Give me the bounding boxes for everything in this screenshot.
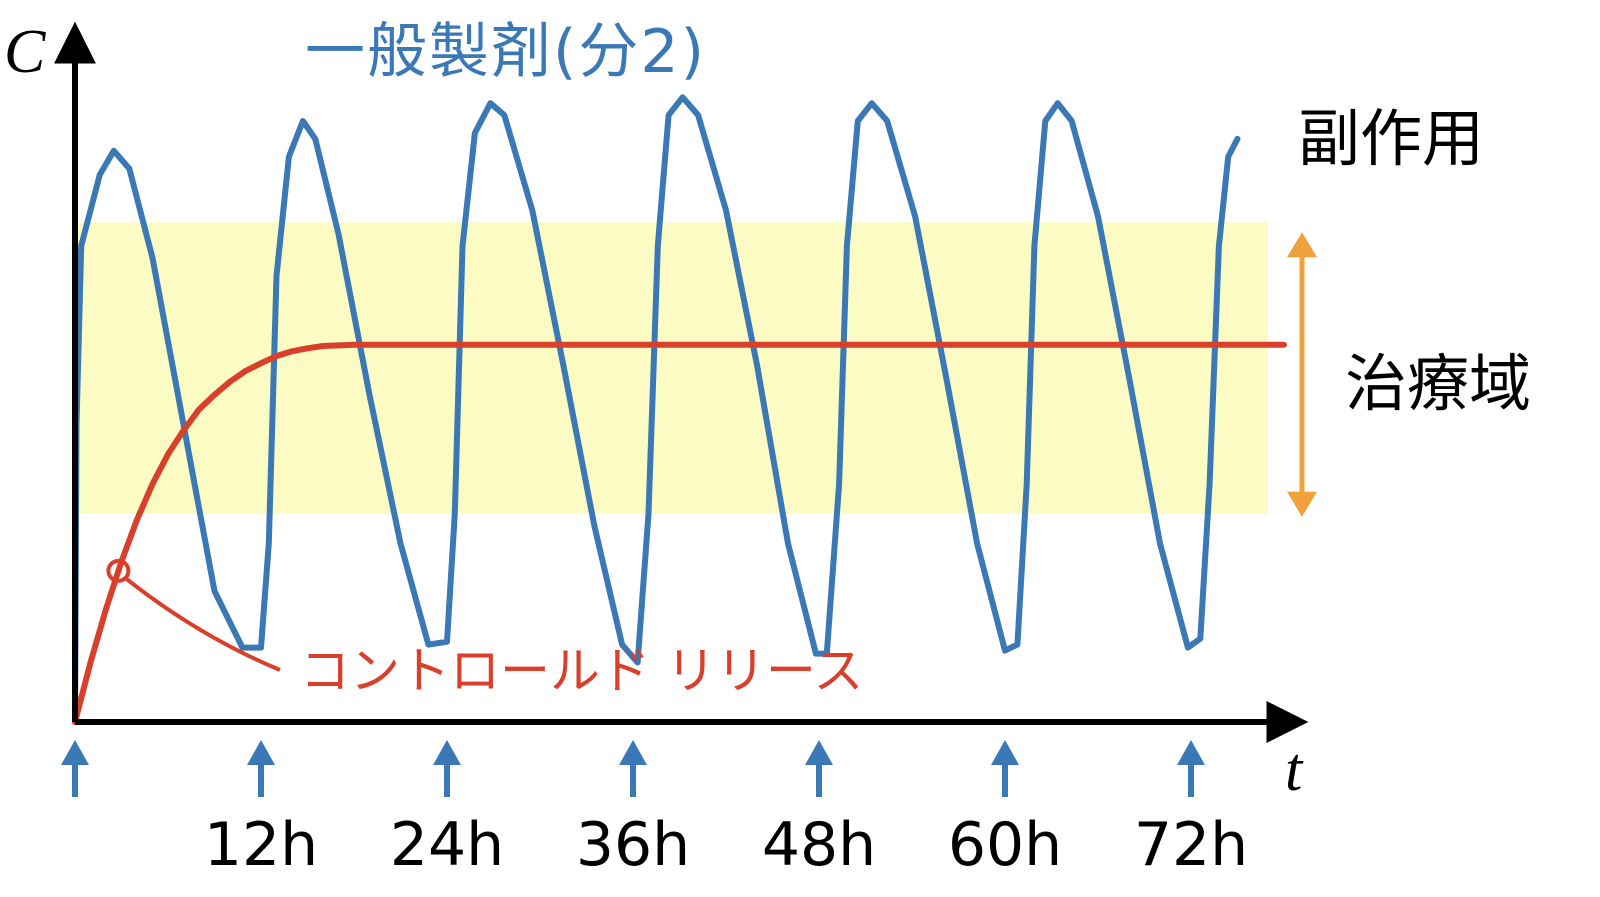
series-line-controlled-release	[72, 341, 1287, 725]
y-axis-label: C	[4, 18, 46, 86]
controlled-release-marker	[106, 558, 131, 583]
x-tick-label: 48h	[762, 810, 876, 880]
therapeutic-range-arrow-head-bottom	[1287, 491, 1317, 517]
dose-arrow	[247, 740, 275, 797]
series-label-general-formulation: 一般製剤(分2)	[305, 17, 706, 87]
x-tick-label: 60h	[948, 810, 1062, 880]
x-tick-labels: 12h 24h 36h 48h 60h 72h	[204, 810, 1248, 880]
dose-arrow	[991, 740, 1019, 797]
dose-arrows	[61, 740, 1205, 797]
dose-arrow	[1177, 740, 1205, 797]
dose-arrow	[61, 740, 89, 797]
dose-arrow	[805, 740, 833, 797]
series-line-general-formulation	[72, 94, 1241, 725]
x-tick-label: 36h	[576, 810, 690, 880]
dose-arrow	[619, 740, 647, 797]
x-tick-label: 24h	[390, 810, 504, 880]
side-effect-label: 副作用	[1298, 102, 1484, 175]
x-tick-label: 12h	[204, 810, 318, 880]
series-label-controlled-release: コントロールド リリース	[300, 642, 863, 700]
x-axis-label: t	[1285, 736, 1304, 804]
x-tick-label: 72h	[1134, 810, 1248, 880]
therapeutic-range-label: 治療域	[1345, 347, 1531, 420]
therapeutic-range-arrow-head-top	[1287, 232, 1317, 258]
controlled-release-leader-line	[125, 577, 281, 672]
dose-arrow	[433, 740, 461, 797]
